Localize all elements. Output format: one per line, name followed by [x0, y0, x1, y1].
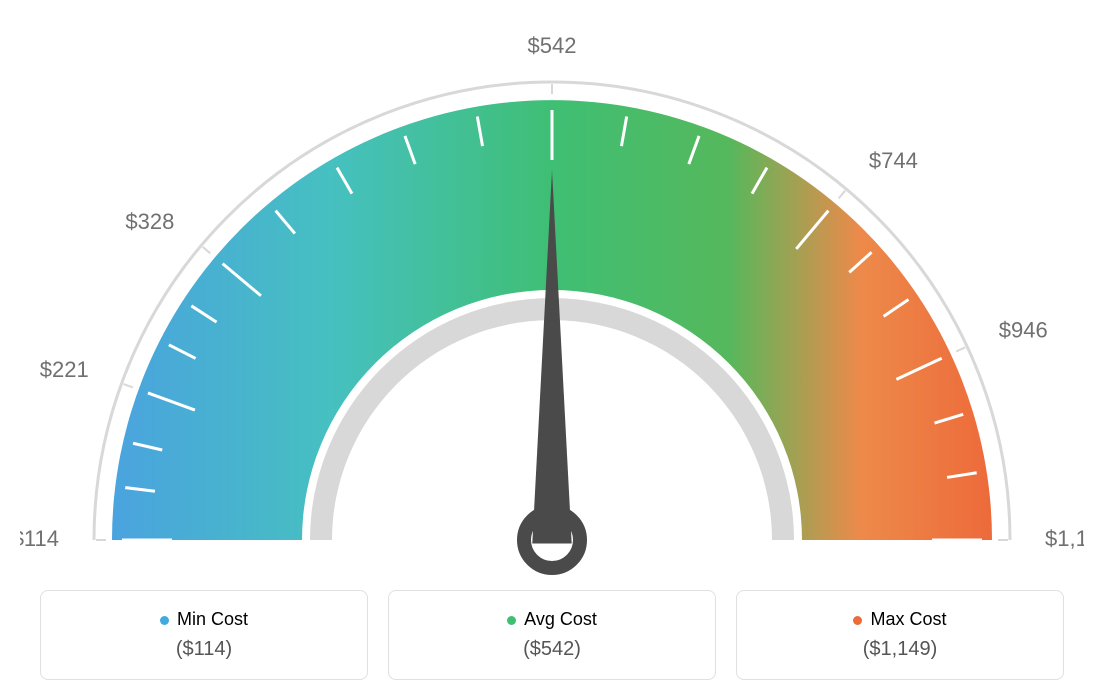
- gauge-tick-label: $328: [125, 209, 174, 234]
- gauge-tick-label: $946: [999, 317, 1048, 342]
- legend-value-avg: ($542): [399, 638, 705, 661]
- legend-label-avg: Avg Cost: [399, 609, 705, 630]
- dot-icon: [507, 616, 516, 625]
- legend-label-max: Max Cost: [747, 609, 1053, 630]
- legend-row: Min Cost ($114) Avg Cost ($542) Max Cost…: [20, 590, 1084, 680]
- dot-icon: [853, 616, 862, 625]
- legend-card-max: Max Cost ($1,149): [736, 590, 1064, 680]
- gauge-tick-label: $744: [869, 148, 918, 173]
- gauge-tick-label: $221: [40, 357, 89, 382]
- legend-value-max: ($1,149): [747, 638, 1053, 661]
- legend-card-min: Min Cost ($114): [40, 590, 368, 680]
- dot-icon: [160, 616, 169, 625]
- gauge-tick-label: $114: [20, 526, 59, 551]
- gauge-tick-label: $542: [528, 33, 577, 58]
- legend-label-min: Min Cost: [51, 609, 357, 630]
- legend-label-avg-text: Avg Cost: [524, 609, 597, 629]
- legend-card-avg: Avg Cost ($542): [388, 590, 716, 680]
- legend-label-min-text: Min Cost: [177, 609, 248, 629]
- gauge-tick-label: $1,149: [1045, 526, 1084, 551]
- gauge-svg: $114 $221 $328 $542 $744 $946 $1,149: [20, 20, 1084, 580]
- gauge-chart: $114 $221 $328 $542 $744 $946 $1,149: [20, 20, 1084, 570]
- legend-label-max-text: Max Cost: [870, 609, 946, 629]
- legend-value-min: ($114): [51, 638, 357, 661]
